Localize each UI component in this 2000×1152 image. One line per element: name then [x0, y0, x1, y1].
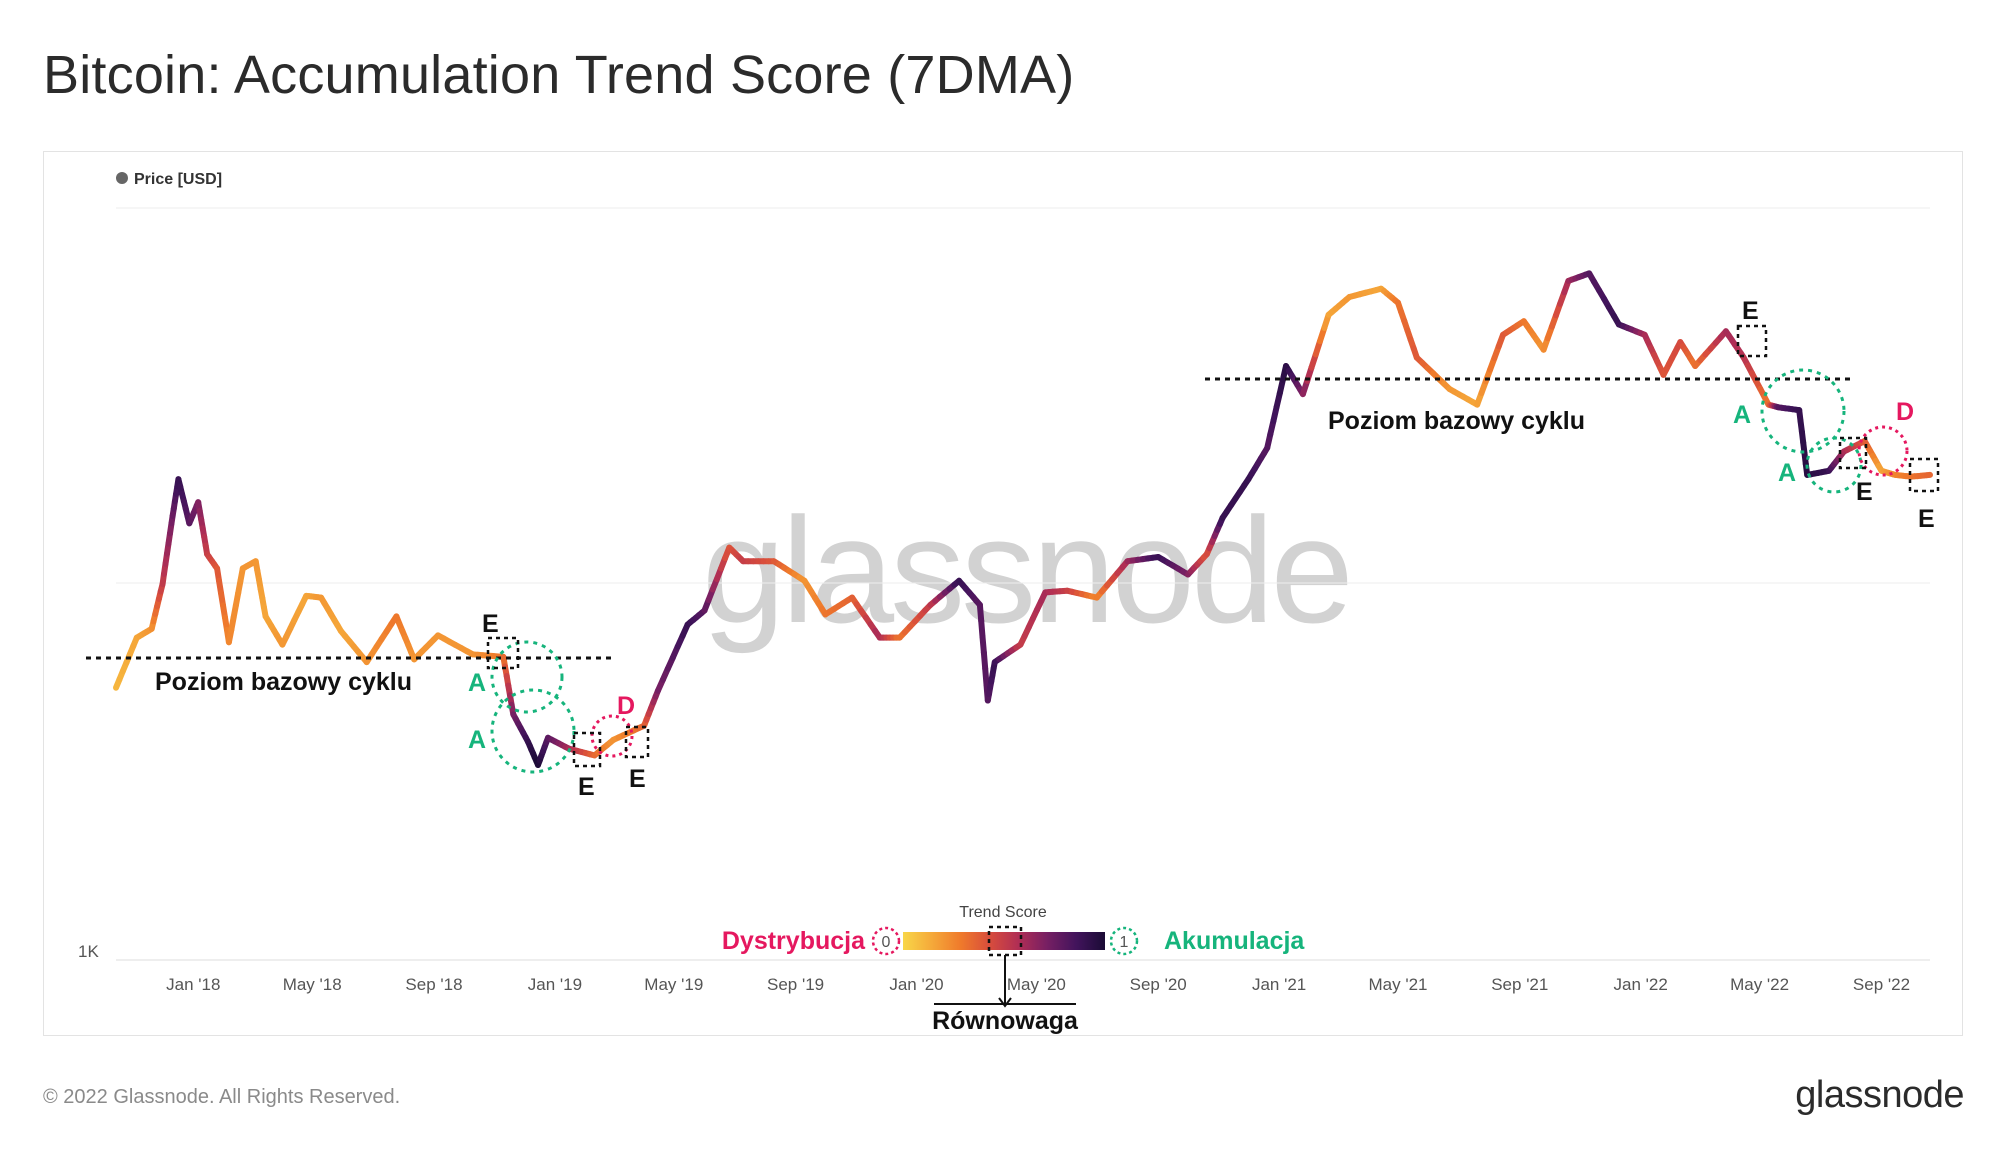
x-tick-label: Jan '20 [889, 975, 943, 994]
x-tick-label: May '20 [1007, 975, 1066, 994]
equilibrium-label: E [1918, 505, 1935, 533]
x-tick-label: May '22 [1730, 975, 1789, 994]
price-series [113, 270, 1933, 768]
cycle-base-label-2022: Poziom bazowy cyklu [1328, 407, 1585, 435]
colorbar-min-label: 0 [882, 934, 891, 951]
colorbar-max-circle [1109, 926, 1139, 956]
distribution-label: D [617, 692, 635, 720]
equilibrium-box [486, 636, 520, 670]
equilibrium-box [1838, 436, 1868, 470]
accumulation-label: A [1778, 459, 1796, 487]
accumulation-label: A [468, 669, 486, 697]
x-tick-label: Jan '19 [528, 975, 582, 994]
distribution-label: D [1896, 398, 1914, 426]
equilibrium-label: E [578, 773, 595, 801]
x-tick-label: Jan '18 [166, 975, 220, 994]
page-title: Bitcoin: Accumulation Trend Score (7DMA) [43, 45, 1075, 105]
legend-dot [116, 172, 128, 184]
distribution-circle [1857, 425, 1909, 477]
x-axis-ticks: Jan '18 May '18 Sep '18 Jan '19 May '19 Sep '… [166, 975, 1910, 994]
x-tick-label: May '18 [283, 975, 342, 994]
equilibrium-box [624, 725, 650, 759]
equilibrium-scale-label: Równowaga [932, 1007, 1079, 1035]
cycle-base-label-2018: Poziom bazowy cyklu [155, 668, 412, 696]
trend-score-colorbar: Trend Score Równowaga 0 1 Dystrybucja Ak… [722, 904, 1306, 1035]
accumulation-scale-label: Akumulacja [1164, 927, 1305, 955]
footer-copyright: © 2022 Glassnode. All Rights Reserved. [43, 1086, 401, 1108]
chart-frame [43, 151, 1963, 1036]
colorbar-min-circle [871, 926, 901, 956]
x-tick-label: Sep '19 [767, 975, 824, 994]
colorbar-gradient [903, 932, 1105, 950]
equilibrium-label: E [1856, 478, 1873, 506]
colorbar-title: Trend Score [959, 904, 1047, 921]
legend-label: Price [USD] [134, 171, 222, 188]
accumulation-label: A [468, 726, 486, 754]
distribution-circle [590, 714, 634, 758]
x-tick-label: May '21 [1369, 975, 1428, 994]
x-tick-label: Sep '18 [405, 975, 462, 994]
colorbar-max-label: 1 [1120, 934, 1129, 951]
x-tick-label: Sep '20 [1130, 975, 1187, 994]
distribution-scale-label: Dystrybucja [722, 927, 866, 955]
y-tick-label: 1K [78, 942, 99, 961]
equilibrium-label: E [629, 765, 646, 793]
accumulation-circle [490, 640, 564, 714]
accumulation-circle [1760, 368, 1846, 454]
accumulation-label: A [1733, 401, 1751, 429]
annotations-2018: A A D E E E [468, 610, 650, 801]
x-tick-label: Jan '21 [1252, 975, 1306, 994]
footer-logo: glassnode [1795, 1074, 1964, 1116]
equilibrium-arrow-head [998, 997, 1012, 1008]
x-tick-label: Jan '22 [1614, 975, 1668, 994]
x-tick-label: Sep '21 [1491, 975, 1548, 994]
equilibrium-label: E [1742, 297, 1759, 325]
accumulation-circle [1805, 436, 1863, 494]
x-tick-label: Sep '22 [1853, 975, 1910, 994]
x-tick-label: May '19 [644, 975, 703, 994]
equilibrium-box [572, 731, 602, 768]
equilibrium-box [1736, 324, 1768, 358]
equilibrium-box [1908, 457, 1940, 493]
annotations-2022: A A D E E E [1733, 297, 1940, 533]
equilibrium-label: E [482, 610, 499, 638]
accumulation-circle [490, 688, 576, 774]
